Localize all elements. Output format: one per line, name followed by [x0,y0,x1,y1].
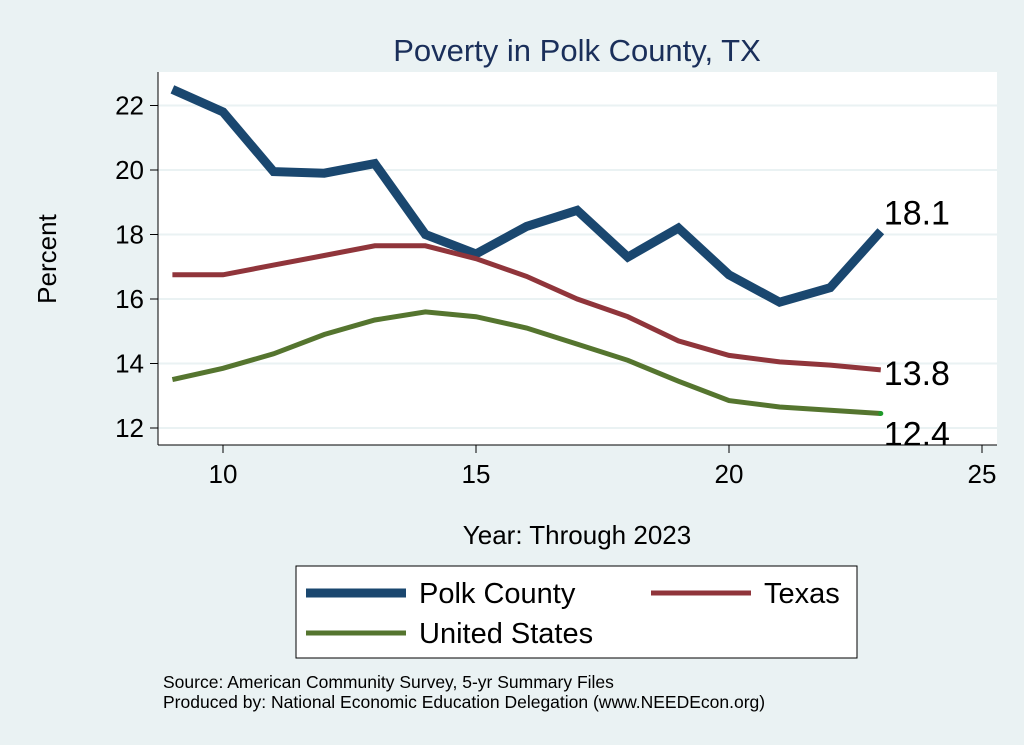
legend: Polk County Texas United States [295,565,858,659]
y-axis-ticks: 12 14 16 18 20 22 [115,91,158,443]
y-tick-label: 14 [115,349,144,379]
x-tick-label: 20 [715,459,744,489]
x-axis-title: Year: Through 2023 [463,520,691,550]
legend-label-united-states: United States [419,618,593,650]
end-label-texas: 13.8 [884,355,950,393]
series-line-polk-county [170,85,885,308]
legend-label-texas: Texas [764,578,840,610]
x-axis-ticks: 10 15 20 25 [209,445,997,489]
data-series [170,85,885,416]
x-tick-label: 10 [209,459,238,489]
end-label-polk-county: 18.1 [884,194,950,232]
y-tick-label: 12 [115,413,144,443]
y-axis-title: Percent [32,213,62,303]
plot-area [158,72,997,445]
series-end-marker [878,410,884,416]
legend-box [295,565,858,659]
series-line-united-states [171,309,881,416]
legend-label-polk-county: Polk County [419,578,576,610]
end-label-united-states: 12.4 [884,415,950,453]
chart-title: Poverty in Polk County, TX [393,33,761,68]
y-tick-label: 22 [115,91,144,121]
x-tick-label: 25 [968,459,997,489]
producer-note: Produced by: National Economic Education… [163,692,766,712]
y-tick-label: 18 [115,220,144,250]
x-tick-label: 15 [462,459,491,489]
y-tick-label: 16 [115,284,144,314]
source-note: Source: American Community Survey, 5-yr … [163,672,614,692]
series-line-texas [172,243,882,373]
end-labels: 18.1 13.8 12.4 [884,194,950,453]
y-tick-label: 20 [115,155,144,185]
